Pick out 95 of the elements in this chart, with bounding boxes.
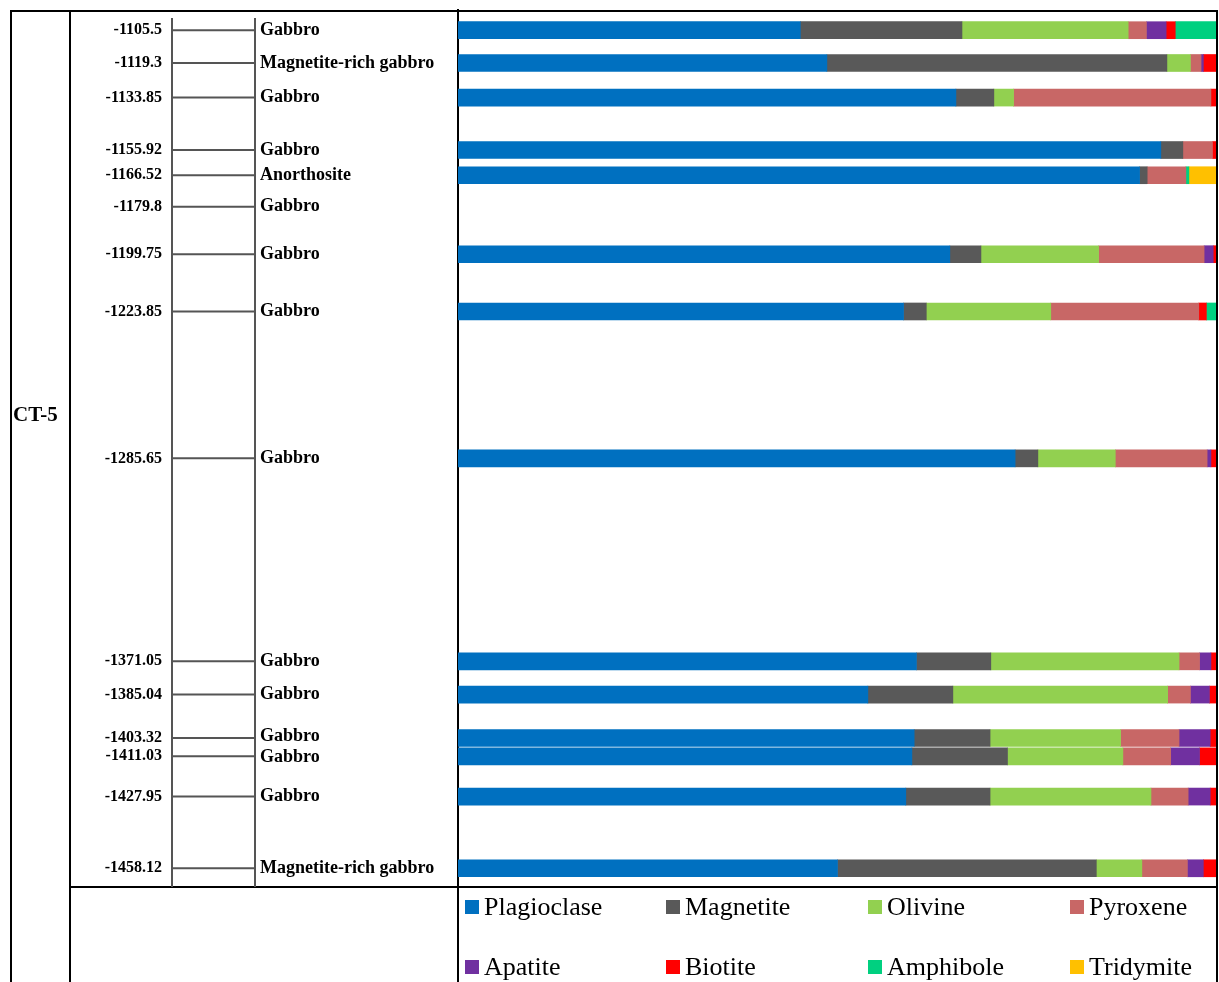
bar — [1014, 449, 1039, 468]
bar — [458, 166, 1140, 185]
y-tick-label: -1179.8 — [113, 196, 162, 214]
text: Magnetite-rich gabbro — [260, 856, 435, 877]
y-tick-label: -1411.03 — [105, 746, 162, 764]
y-tick-label: -1119.3 — [114, 53, 162, 71]
bar — [993, 88, 1014, 107]
y-tick-label: -1427.95 — [104, 786, 162, 804]
bar — [1098, 245, 1205, 264]
bar — [1167, 685, 1191, 704]
bar — [949, 245, 982, 264]
bar — [458, 685, 869, 704]
bar — [458, 88, 957, 107]
y-tick-label: -1133.85 — [105, 87, 162, 105]
bar — [1188, 166, 1217, 185]
bar — [1139, 166, 1148, 185]
y-tick-label: -1385.04 — [104, 684, 162, 702]
bar — [1190, 54, 1202, 72]
legend-label: Amphibole — [887, 952, 1004, 982]
bar — [458, 449, 1016, 468]
y-tick-label: -1458.12 — [104, 858, 162, 876]
bar — [952, 685, 1168, 704]
bar — [1037, 449, 1116, 468]
text: Gabbro — [260, 649, 320, 670]
bar — [989, 787, 1152, 806]
bar — [1182, 141, 1213, 159]
text: Gabbro — [260, 785, 320, 806]
bar — [916, 652, 992, 671]
y-tick-label: -1155.92 — [105, 140, 162, 158]
bar — [458, 21, 801, 40]
bar — [1174, 21, 1217, 40]
bar — [903, 302, 927, 321]
y-tick-label: -1199.75 — [105, 244, 162, 262]
y-tick-label: -1285.65 — [104, 448, 162, 466]
y-tick-label: -1105.5 — [113, 20, 162, 38]
bar — [458, 652, 917, 671]
bar — [1190, 685, 1210, 704]
bar — [1114, 449, 1208, 468]
bar — [905, 787, 991, 806]
y-tick-label: -1403.32 — [104, 728, 162, 746]
bar — [1166, 54, 1191, 72]
bar — [1013, 88, 1212, 107]
text: Gabbro — [260, 746, 320, 767]
text: Gabbro — [260, 18, 320, 39]
bar — [1095, 859, 1143, 878]
bar — [1146, 166, 1187, 185]
bar — [980, 245, 1099, 264]
bar — [961, 21, 1129, 40]
bar — [458, 245, 951, 264]
bar — [1146, 21, 1167, 40]
text: Gabbro — [260, 300, 320, 321]
bar — [458, 302, 904, 321]
bar — [1127, 21, 1147, 40]
text: Gabbro — [260, 195, 320, 216]
bar — [1050, 302, 1200, 321]
text: Anorthosite — [260, 163, 351, 184]
text: Gabbro — [260, 242, 320, 263]
bar — [837, 859, 1097, 878]
bar — [1165, 21, 1176, 40]
bar — [1200, 54, 1204, 72]
bar — [826, 54, 1168, 72]
bar — [1187, 859, 1204, 878]
text: Gabbro — [260, 86, 320, 107]
bar — [990, 652, 1180, 671]
legend-label: Apatite — [484, 952, 561, 982]
bar — [458, 54, 828, 72]
text: Magnetite-rich gabbro — [260, 51, 435, 72]
bar — [458, 141, 1162, 159]
bar — [458, 787, 907, 806]
legend-label: Olivine — [887, 892, 965, 922]
bar — [955, 88, 995, 107]
text: Gabbro — [260, 683, 320, 704]
text: Gabbro — [260, 447, 320, 468]
bar — [799, 21, 963, 40]
bar — [925, 302, 1052, 321]
text: Gabbro — [260, 138, 320, 159]
bar — [1141, 859, 1188, 878]
legend-label: Pyroxene — [1089, 892, 1188, 922]
text: Gabbro — [260, 725, 320, 746]
y-axis-title: CT-5 — [13, 402, 58, 427]
y-tick-label: -1223.85 — [104, 301, 162, 319]
y-tick-label: -1166.52 — [105, 165, 162, 183]
bar — [1150, 787, 1189, 806]
y-tick-label: -1371.05 — [104, 651, 162, 669]
bar — [867, 685, 954, 704]
bar — [1203, 245, 1214, 264]
bar — [1160, 141, 1184, 159]
legend-label: Plagioclase — [484, 892, 603, 922]
bar — [1187, 787, 1211, 806]
bar — [1198, 302, 1207, 321]
legend-label: Tridymite — [1089, 952, 1193, 982]
bar — [1178, 652, 1200, 671]
legend-label: Biotite — [685, 952, 756, 982]
bar — [458, 859, 838, 878]
legend-label: Magnetite — [685, 892, 791, 922]
